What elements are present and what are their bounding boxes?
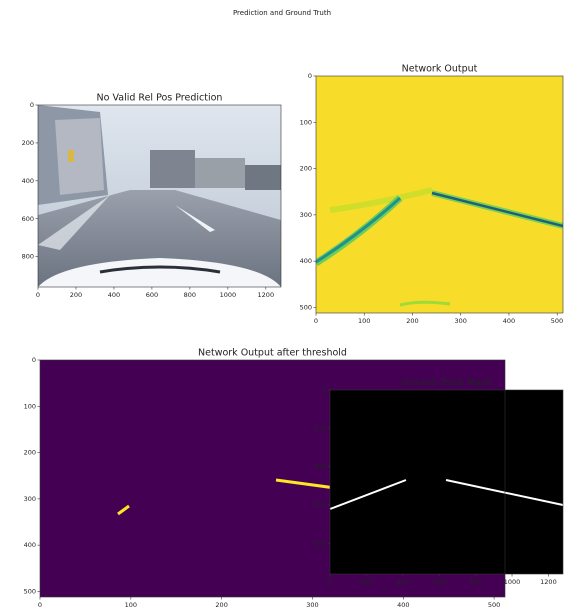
ground-truth-image: [330, 390, 563, 574]
x-tick-label: 1200: [258, 291, 275, 299]
x-tick-label: 0: [36, 291, 40, 299]
x-tick-label: 800: [469, 578, 481, 586]
y-tick-label: 200: [22, 139, 34, 147]
y-tick-label: 800: [22, 253, 34, 261]
panel-title: No Valid Rel Pos Prediction: [97, 93, 223, 104]
panel-title: Ground Truth Mask: [402, 378, 492, 389]
y-tick-label: 0: [308, 72, 312, 80]
y-tick-label: 600: [22, 215, 34, 223]
y-tick-label: 200: [314, 424, 326, 432]
figure-title: Prediction and Ground Truth: [233, 9, 331, 17]
x-tick-label: 400: [397, 578, 409, 586]
x-tick-label: 0: [38, 601, 42, 609]
x-tick-label: 0: [314, 317, 318, 325]
x-tick-label: 1000: [220, 291, 237, 299]
y-tick-label: 300: [300, 211, 312, 219]
y-tick-label: 400: [24, 541, 36, 549]
x-tick-label: 800: [184, 291, 196, 299]
y-tick-label: 0: [30, 101, 34, 109]
x-tick-label: 600: [433, 578, 445, 586]
x-tick-label: 1000: [504, 578, 521, 586]
y-tick-label: 800: [314, 539, 326, 547]
x-tick-label: 400: [108, 291, 120, 299]
y-tick-label: 200: [24, 449, 36, 457]
y-tick-label: 400: [300, 257, 312, 265]
figure: Prediction and Ground Truth No Vali: [0, 0, 564, 612]
panel-title: Network Output: [402, 64, 478, 75]
x-tick-label: 300: [306, 601, 318, 609]
y-tick-label: 0: [32, 356, 36, 364]
x-tick-label: 500: [551, 317, 563, 325]
x-tick-label: 100: [358, 317, 370, 325]
x-tick-label: 1200: [540, 578, 557, 586]
y-tick-label: 300: [24, 495, 36, 503]
y-tick-label: 200: [300, 165, 312, 173]
y-tick-label: 500: [24, 587, 36, 595]
panel-title: Network Output after threshold: [198, 348, 347, 359]
network-output-image: [316, 76, 563, 313]
y-tick-label: 0: [322, 386, 326, 394]
y-tick-label: 600: [314, 501, 326, 509]
y-tick-label: 100: [24, 402, 36, 410]
x-tick-label: 0: [328, 578, 332, 586]
x-tick-label: 200: [70, 291, 82, 299]
x-tick-label: 500: [488, 601, 500, 609]
x-tick-label: 300: [455, 317, 467, 325]
x-tick-label: 200: [215, 601, 227, 609]
y-tick-label: 400: [314, 463, 326, 471]
x-tick-label: 100: [125, 601, 137, 609]
y-tick-label: 400: [22, 177, 34, 185]
x-tick-label: 200: [360, 578, 372, 586]
y-tick-label: 100: [300, 118, 312, 126]
x-tick-label: 200: [406, 317, 418, 325]
x-tick-label: 600: [146, 291, 158, 299]
camera-image: [38, 105, 281, 287]
x-tick-label: 400: [503, 317, 515, 325]
x-tick-label: 400: [397, 601, 409, 609]
y-tick-label: 500: [300, 303, 312, 311]
